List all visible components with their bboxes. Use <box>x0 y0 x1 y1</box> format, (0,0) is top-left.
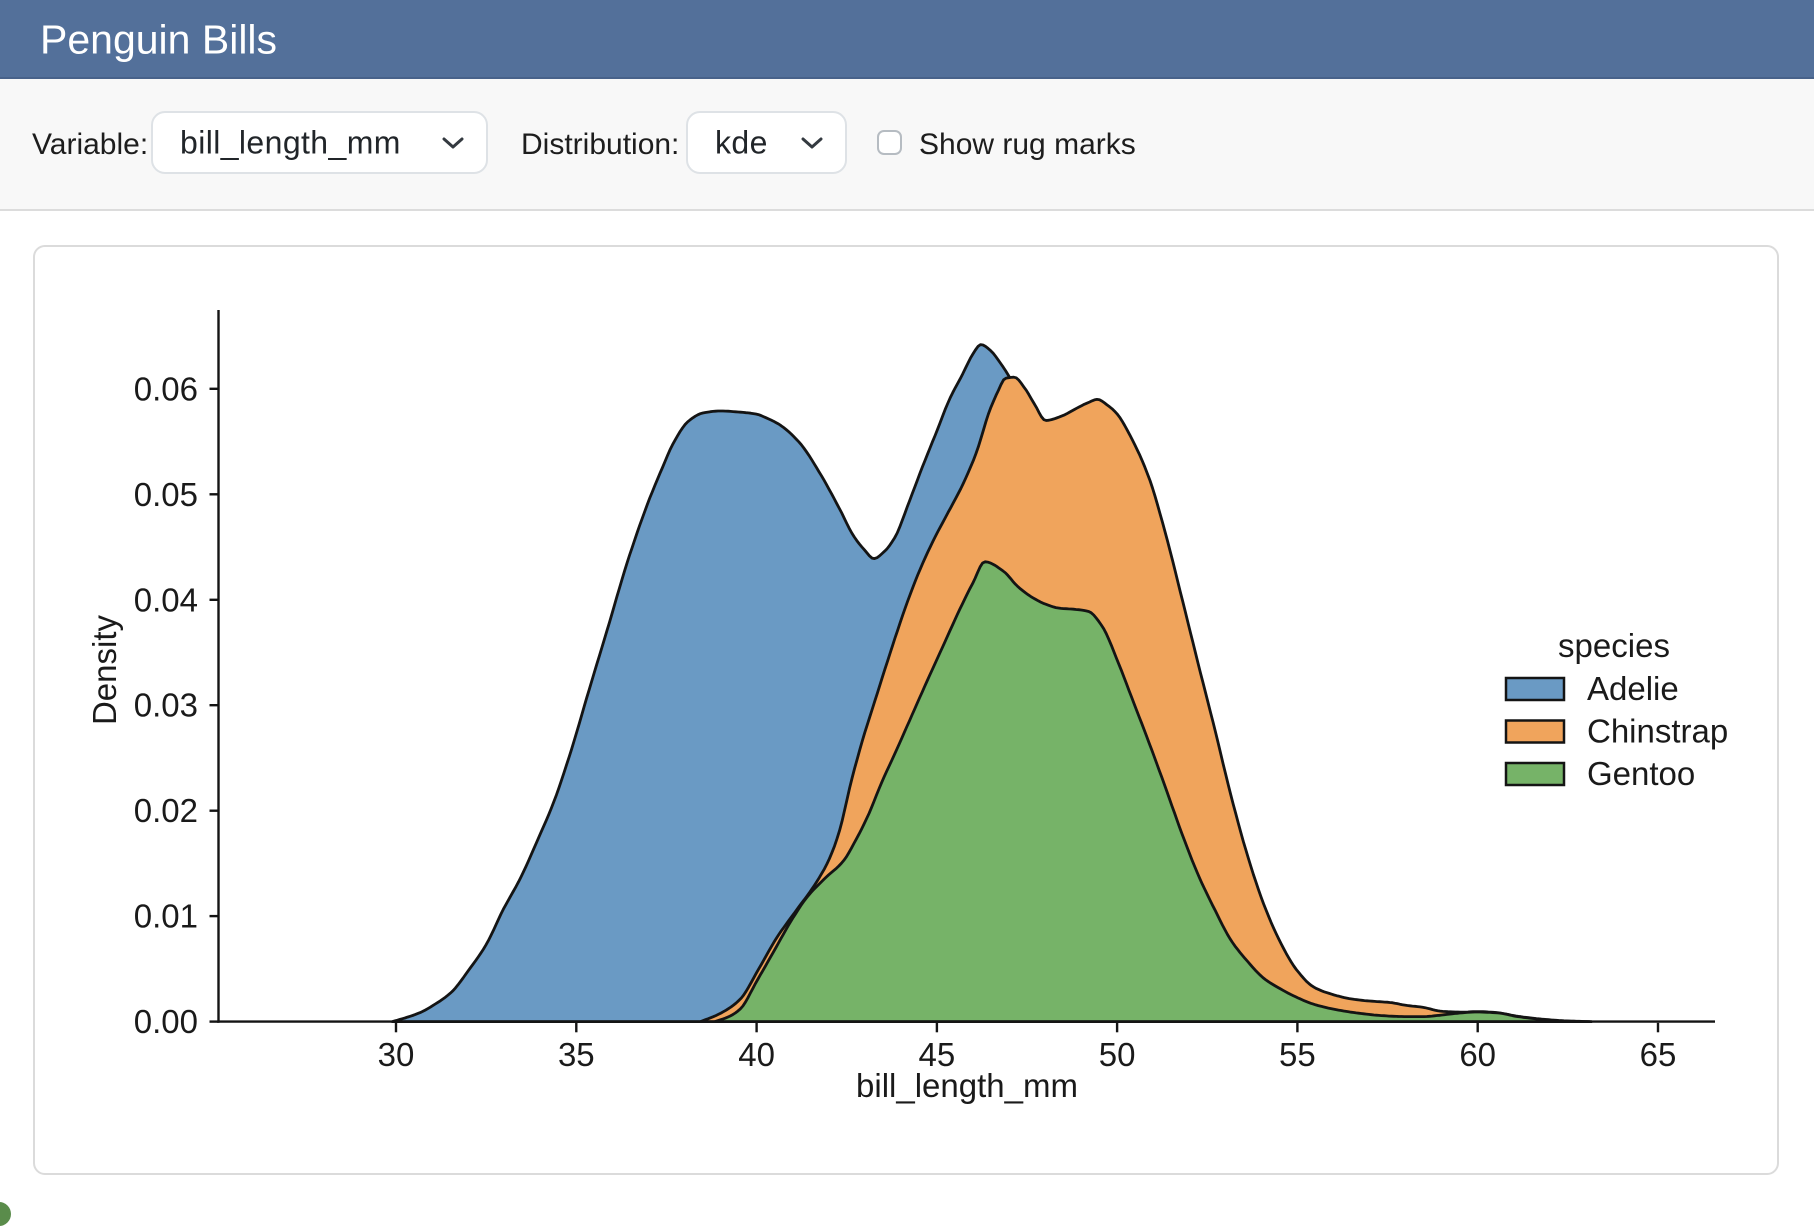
svg-text:species: species <box>1558 627 1670 664</box>
svg-text:0.01: 0.01 <box>134 898 198 935</box>
svg-text:0.03: 0.03 <box>134 687 198 724</box>
svg-text:0.02: 0.02 <box>134 792 198 829</box>
svg-text:0.05: 0.05 <box>134 476 198 513</box>
svg-text:55: 55 <box>1279 1036 1316 1073</box>
svg-text:bill_length_mm: bill_length_mm <box>856 1067 1078 1104</box>
svg-text:30: 30 <box>378 1036 415 1073</box>
svg-text:Density: Density <box>86 614 123 725</box>
svg-text:Adelie: Adelie <box>1587 670 1679 707</box>
svg-text:65: 65 <box>1640 1036 1677 1073</box>
svg-text:Gentoo: Gentoo <box>1587 755 1695 792</box>
svg-text:35: 35 <box>558 1036 595 1073</box>
svg-text:0.00: 0.00 <box>134 1003 198 1040</box>
svg-text:50: 50 <box>1099 1036 1136 1073</box>
svg-text:40: 40 <box>738 1036 775 1073</box>
svg-text:Chinstrap: Chinstrap <box>1587 713 1728 750</box>
svg-text:60: 60 <box>1459 1036 1496 1073</box>
svg-text:0.06: 0.06 <box>134 370 198 407</box>
svg-text:45: 45 <box>919 1036 956 1073</box>
svg-text:0.04: 0.04 <box>134 581 198 618</box>
